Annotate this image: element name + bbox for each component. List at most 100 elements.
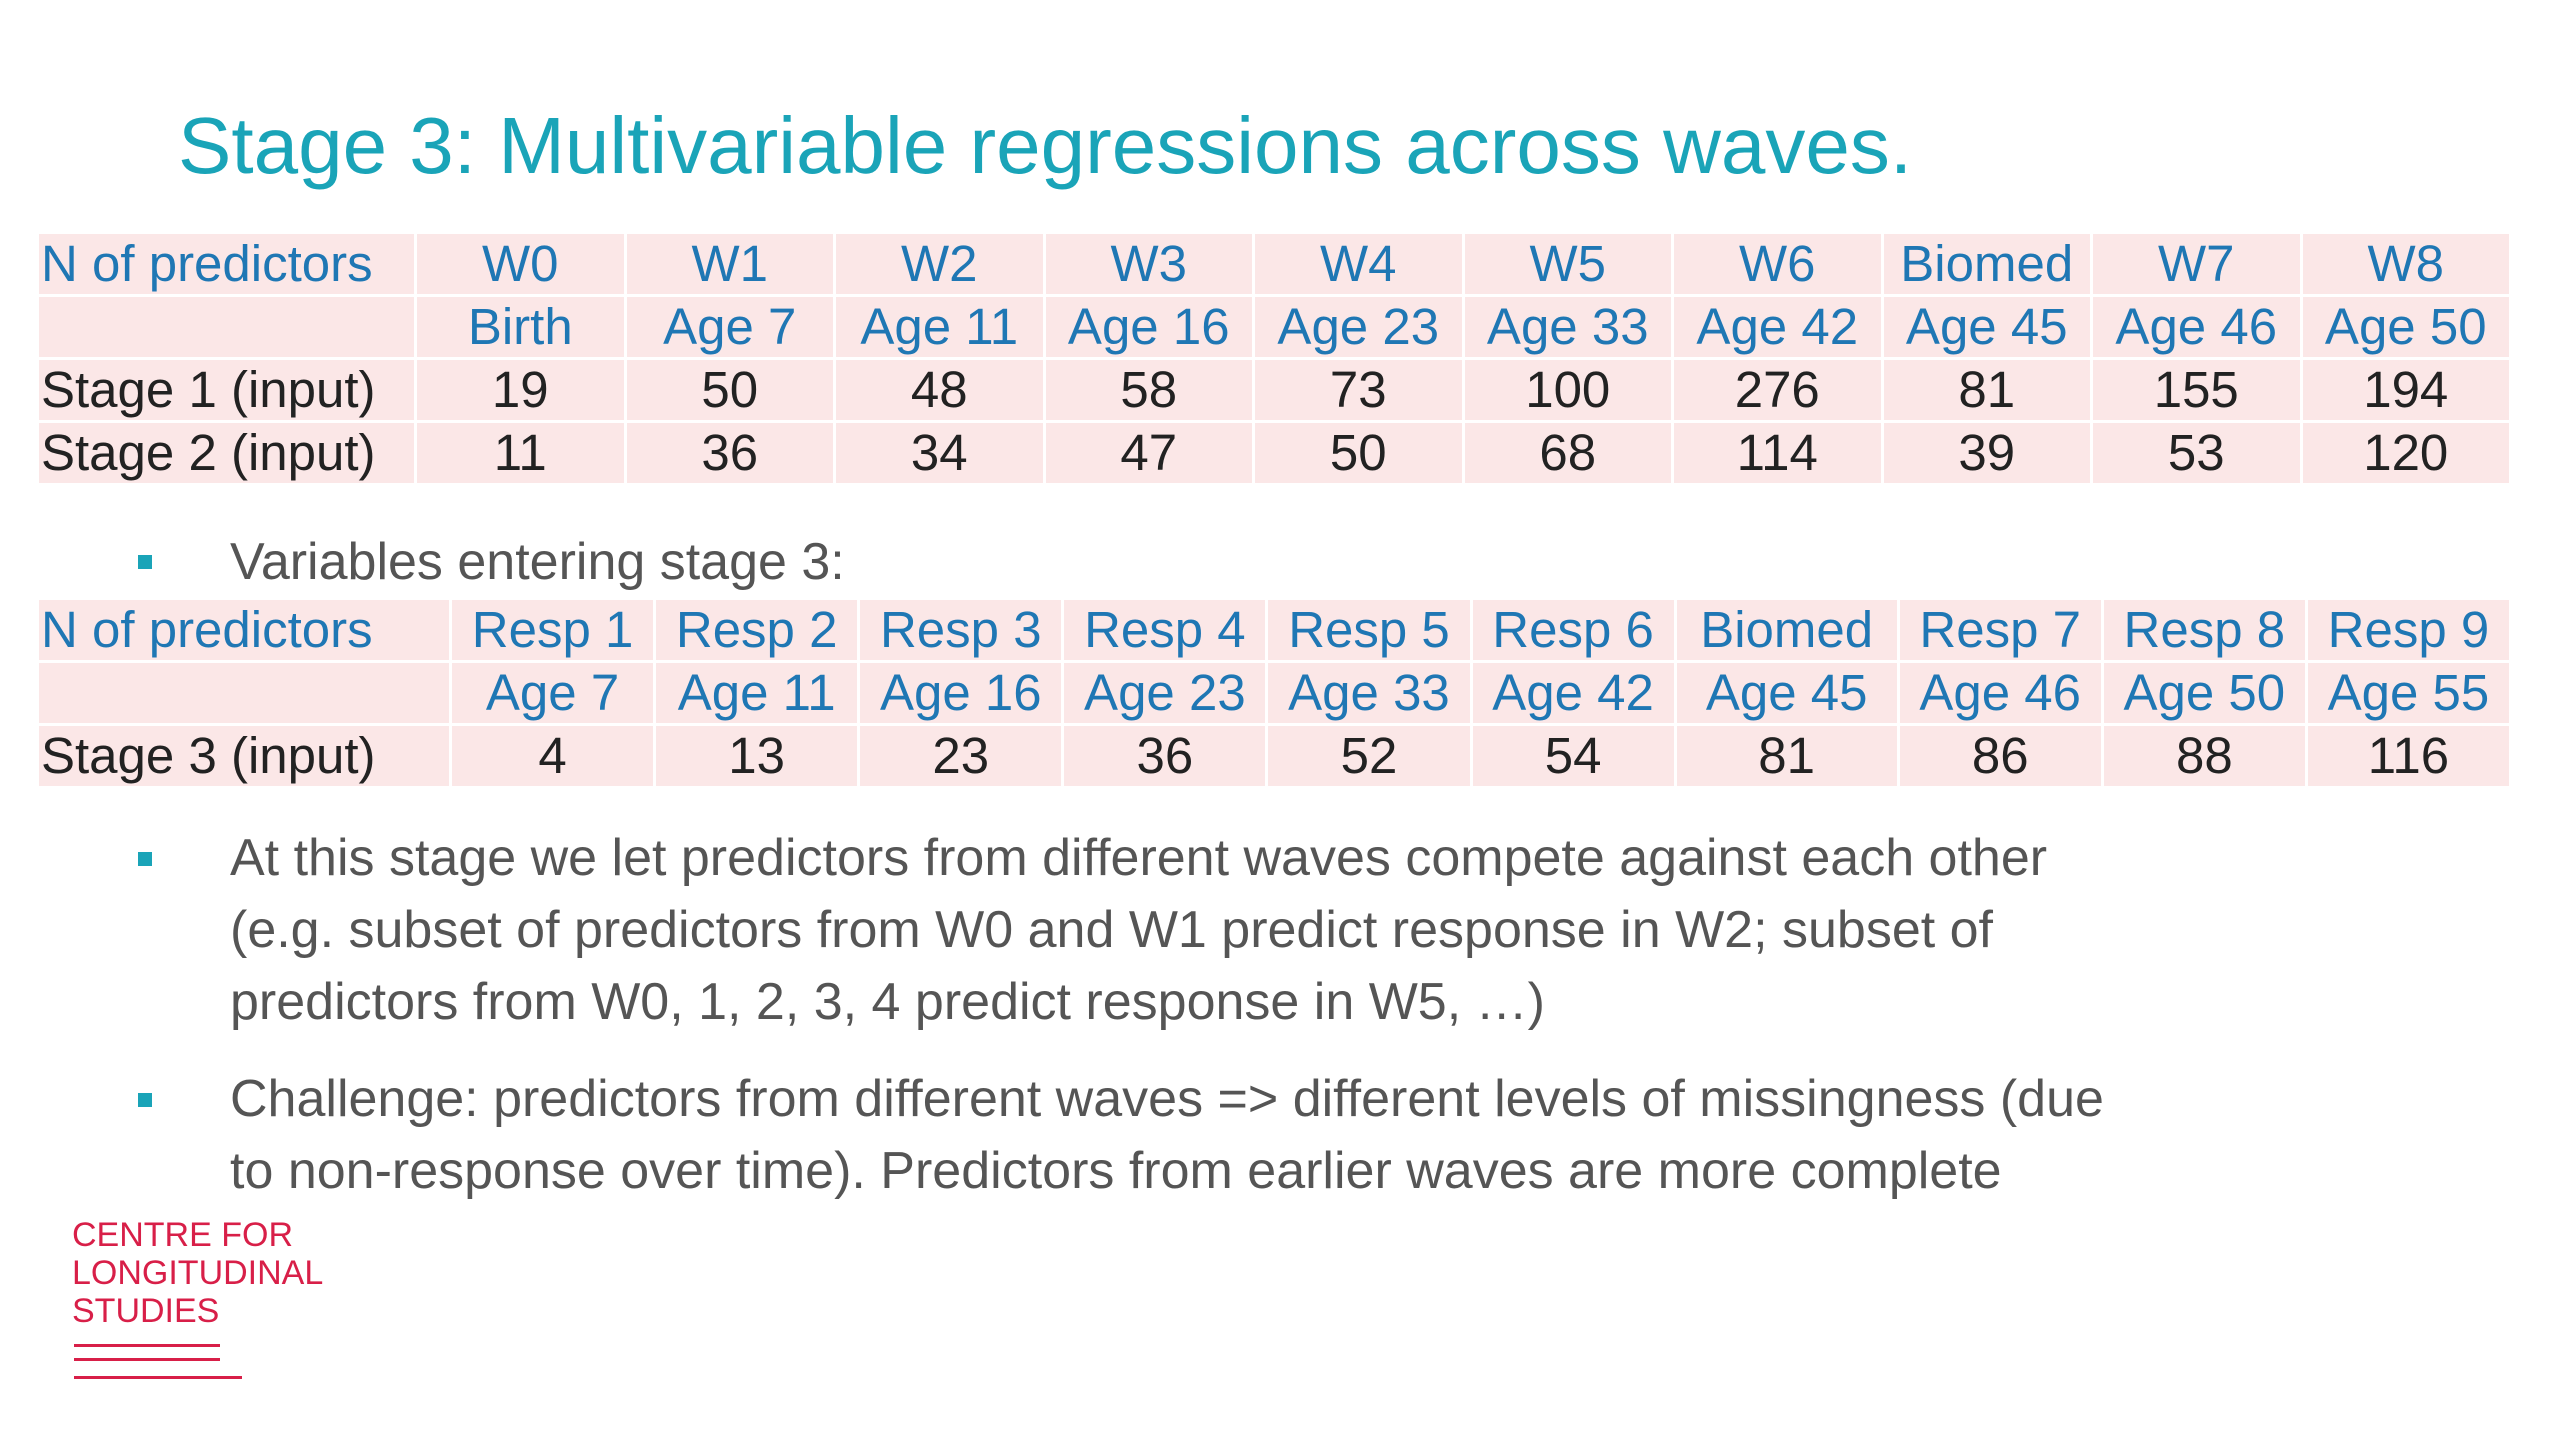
bullet-square-icon bbox=[138, 852, 152, 866]
table-cell: 155 bbox=[2093, 360, 2300, 420]
column-header: Resp 1 bbox=[452, 600, 654, 660]
column-subheader: Age 46 bbox=[2093, 297, 2300, 357]
bullet-line: predictors from W0, 1, 2, 3, 4 predict r… bbox=[230, 973, 1545, 1031]
logo-line: STUDIES bbox=[72, 1292, 220, 1330]
bullet-line: Challenge: predictors from different wav… bbox=[230, 1070, 2104, 1128]
column-header: Resp 5 bbox=[1268, 600, 1470, 660]
table-cell: 19 bbox=[417, 360, 624, 420]
column-header: W0 bbox=[417, 234, 624, 294]
table-subheader-row: Age 7 Age 11 Age 16 Age 23 Age 33 Age 42… bbox=[39, 663, 2509, 723]
column-subheader: Age 23 bbox=[1255, 297, 1462, 357]
column-header: W4 bbox=[1255, 234, 1462, 294]
bullet-line: (e.g. subset of predictors from W0 and W… bbox=[230, 901, 1993, 959]
row-label: Stage 3 (input) bbox=[39, 726, 449, 786]
table-cell: 116 bbox=[2307, 726, 2509, 786]
column-header: Resp 9 bbox=[2307, 600, 2509, 660]
column-header: Biomed bbox=[1676, 600, 1897, 660]
column-subheader: Birth bbox=[417, 297, 624, 357]
table-cell: 50 bbox=[1255, 423, 1462, 483]
column-subheader: Age 33 bbox=[1464, 297, 1671, 357]
logo-rule-line bbox=[74, 1358, 220, 1361]
column-header: W7 bbox=[2093, 234, 2300, 294]
column-header: W8 bbox=[2302, 234, 2509, 294]
header-label: N of predictors bbox=[39, 234, 414, 294]
column-header: W6 bbox=[1674, 234, 1881, 294]
column-subheader: Age 50 bbox=[2103, 663, 2305, 723]
logo-rule-line bbox=[74, 1376, 242, 1379]
table-cell: 114 bbox=[1674, 423, 1881, 483]
logo-line: CENTRE FOR bbox=[72, 1216, 293, 1254]
table-cell: 53 bbox=[2093, 423, 2300, 483]
bullet-line: to non-response over time). Predictors f… bbox=[230, 1142, 2002, 1200]
table-cell: 276 bbox=[1674, 360, 1881, 420]
row-label: Stage 2 (input) bbox=[39, 423, 414, 483]
table-cell: 36 bbox=[1064, 726, 1266, 786]
table-cell: 81 bbox=[1676, 726, 1897, 786]
table-cell: 34 bbox=[836, 423, 1043, 483]
table-cell: 48 bbox=[836, 360, 1043, 420]
predictors-table-stages-1-2: N of predictors W0 W1 W2 W3 W4 W5 W6 Bio… bbox=[36, 231, 2512, 486]
table-cell: 100 bbox=[1464, 360, 1671, 420]
bullet-text: Variables entering stage 3: bbox=[230, 533, 845, 591]
table-cell: 47 bbox=[1045, 423, 1252, 483]
column-header: Resp 7 bbox=[1899, 600, 2101, 660]
column-subheader: Age 50 bbox=[2302, 297, 2509, 357]
column-subheader: Age 42 bbox=[1472, 663, 1674, 723]
column-subheader: Age 33 bbox=[1268, 663, 1470, 723]
header-label: N of predictors bbox=[39, 600, 449, 660]
column-subheader: Age 42 bbox=[1674, 297, 1881, 357]
column-subheader: Age 46 bbox=[1899, 663, 2101, 723]
column-header: W2 bbox=[836, 234, 1043, 294]
slide-title: Stage 3: Multivariable regressions acros… bbox=[178, 101, 1913, 190]
table-cell: 120 bbox=[2302, 423, 2509, 483]
table-cell: 194 bbox=[2302, 360, 2509, 420]
table-header-row: N of predictors Resp 1 Resp 2 Resp 3 Res… bbox=[39, 600, 2509, 660]
column-header: W5 bbox=[1464, 234, 1671, 294]
bullet-square-icon bbox=[138, 555, 152, 569]
column-subheader: Age 55 bbox=[2307, 663, 2509, 723]
column-subheader: Age 7 bbox=[452, 663, 654, 723]
table-cell: 68 bbox=[1464, 423, 1671, 483]
table-row: Stage 2 (input) 11 36 34 47 50 68 114 39… bbox=[39, 423, 2509, 483]
row-label: Stage 1 (input) bbox=[39, 360, 414, 420]
empty-cell bbox=[39, 663, 449, 723]
table-subheader-row: Birth Age 7 Age 11 Age 16 Age 23 Age 33 … bbox=[39, 297, 2509, 357]
column-header: Resp 8 bbox=[2103, 600, 2305, 660]
column-subheader: Age 7 bbox=[626, 297, 833, 357]
table-cell: 50 bbox=[626, 360, 833, 420]
table-cell: 81 bbox=[1883, 360, 2090, 420]
table-row: Stage 1 (input) 19 50 48 58 73 100 276 8… bbox=[39, 360, 2509, 420]
table-cell: 86 bbox=[1899, 726, 2101, 786]
empty-cell bbox=[39, 297, 414, 357]
table-cell: 11 bbox=[417, 423, 624, 483]
bullet-text: Challenge: predictors from different wav… bbox=[230, 1063, 2104, 1207]
column-subheader: Age 11 bbox=[836, 297, 1043, 357]
column-subheader: Age 45 bbox=[1883, 297, 2090, 357]
bullet-text: At this stage we let predictors from dif… bbox=[230, 822, 2047, 1038]
column-header: W1 bbox=[626, 234, 833, 294]
logo-rule-line bbox=[74, 1344, 220, 1347]
column-header: W3 bbox=[1045, 234, 1252, 294]
column-header: Biomed bbox=[1883, 234, 2090, 294]
table-cell: 13 bbox=[656, 726, 858, 786]
table-cell: 36 bbox=[626, 423, 833, 483]
table-cell: 52 bbox=[1268, 726, 1470, 786]
column-header: Resp 3 bbox=[860, 600, 1062, 660]
table-cell: 88 bbox=[2103, 726, 2305, 786]
bullet-line: At this stage we let predictors from dif… bbox=[230, 829, 2048, 887]
column-subheader: Age 16 bbox=[860, 663, 1062, 723]
column-subheader: Age 23 bbox=[1064, 663, 1266, 723]
column-subheader: Age 45 bbox=[1676, 663, 1897, 723]
table-cell: 4 bbox=[452, 726, 654, 786]
table-cell: 58 bbox=[1045, 360, 1252, 420]
table-cell: 39 bbox=[1883, 423, 2090, 483]
centre-for-longitudinal-studies-logo: CENTRE FOR LONGITUDINAL STUDIES bbox=[72, 1216, 323, 1330]
table-cell: 54 bbox=[1472, 726, 1674, 786]
table-header-row: N of predictors W0 W1 W2 W3 W4 W5 W6 Bio… bbox=[39, 234, 2509, 294]
table-cell: 23 bbox=[860, 726, 1062, 786]
column-subheader: Age 16 bbox=[1045, 297, 1252, 357]
column-subheader: Age 11 bbox=[656, 663, 858, 723]
column-header: Resp 6 bbox=[1472, 600, 1674, 660]
column-header: Resp 4 bbox=[1064, 600, 1266, 660]
table-row: Stage 3 (input) 4 13 23 36 52 54 81 86 8… bbox=[39, 726, 2509, 786]
